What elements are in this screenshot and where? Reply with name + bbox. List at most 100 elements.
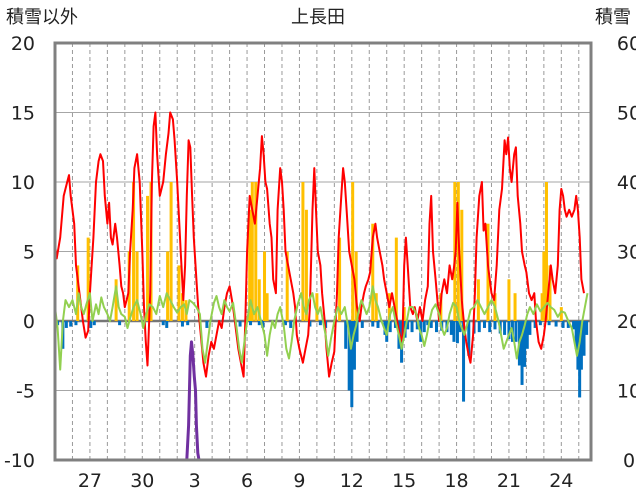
right-tick-label: 20 <box>617 311 636 333</box>
x-tick-label: 15 <box>392 470 416 492</box>
orange-bar <box>180 293 184 321</box>
left-tick-label: 20 <box>11 33 35 55</box>
chart-title: 上長田 <box>291 7 345 28</box>
blue-bar <box>488 321 492 333</box>
blue-bar <box>410 321 414 333</box>
right-tick-label: 30 <box>617 242 636 264</box>
blue-bar <box>458 321 462 333</box>
blue-bar <box>355 321 359 342</box>
blue-bar <box>566 321 570 328</box>
orange-bar <box>263 251 267 321</box>
orange-bar <box>132 182 136 321</box>
blue-bar <box>533 321 537 328</box>
blue-bar <box>528 321 532 335</box>
x-tick-label: 27 <box>78 470 102 492</box>
orange-bar <box>248 209 252 321</box>
blue-bar <box>350 321 354 408</box>
orange-bar <box>507 279 511 321</box>
right-tick-label: 50 <box>617 103 636 125</box>
blue-bar <box>554 321 558 327</box>
orange-bar <box>169 182 173 321</box>
purple-line <box>55 340 590 462</box>
blue-bar <box>371 321 375 327</box>
blue-bar <box>289 321 293 328</box>
line-series <box>54 111 590 462</box>
right-tick-label: 0 <box>623 450 635 472</box>
right-axis-label: 積雪 <box>595 7 631 28</box>
blue-bar <box>579 321 583 370</box>
orange-bar <box>285 251 289 321</box>
orange-bar <box>394 237 398 321</box>
left-tick-label: -10 <box>4 450 35 472</box>
blue-bar <box>574 321 578 349</box>
blue-bar <box>477 321 481 333</box>
right-tick-label: 60 <box>617 33 636 55</box>
blue-bar <box>165 321 169 328</box>
blue-bar <box>538 321 542 326</box>
blue-bar <box>161 321 165 326</box>
left-tick-label: 15 <box>11 103 35 125</box>
blue-bar <box>360 321 364 328</box>
orange-bar <box>114 279 118 321</box>
x-tick-label: 6 <box>241 470 253 492</box>
blue-bar <box>520 321 524 385</box>
x-tick-label: 24 <box>549 470 573 492</box>
orange-bar <box>544 182 548 321</box>
blue-bar <box>582 321 586 356</box>
left-tick-label: -5 <box>16 381 35 403</box>
blue-bar <box>523 321 527 367</box>
blue-bar <box>449 321 453 335</box>
blue-bar <box>388 321 392 333</box>
orange-bar <box>301 182 305 321</box>
orange-bar <box>559 307 563 321</box>
left-tick-label: 0 <box>23 311 35 333</box>
blue-bar <box>308 321 312 327</box>
blue-bar <box>180 321 184 327</box>
blue-bar <box>347 321 351 391</box>
orange-bar <box>86 237 90 321</box>
blue-bar <box>318 321 322 326</box>
blue-bar <box>69 321 73 327</box>
blue-bar <box>493 321 497 330</box>
blue-bar <box>376 321 380 328</box>
blue-bar <box>585 321 589 335</box>
blue-bar <box>283 321 287 326</box>
orange-bar <box>354 251 358 321</box>
orange-bar <box>177 265 181 321</box>
blue-bar <box>482 321 486 328</box>
blue-bar <box>514 321 518 342</box>
blue-bar <box>415 321 419 330</box>
orange-bar <box>146 195 150 321</box>
blue-bar <box>452 321 456 342</box>
right-tick-label: 40 <box>617 172 636 194</box>
blue-bar <box>525 321 529 349</box>
blue-bar <box>455 321 459 344</box>
orange-bar <box>548 265 552 321</box>
orange-bar <box>250 182 254 321</box>
orange-bar <box>540 293 544 321</box>
blue-bar <box>434 321 438 333</box>
blue-bar <box>422 321 426 333</box>
orange-bar <box>338 237 342 321</box>
blue-bar <box>578 321 582 398</box>
blue-bar <box>238 321 242 327</box>
blue-bar <box>426 321 430 326</box>
green-line <box>54 285 589 371</box>
orange-bar <box>513 293 517 321</box>
blue-bar <box>576 321 580 370</box>
blue-bar <box>92 321 96 326</box>
blue-bar <box>467 321 471 356</box>
orange-bar <box>135 251 139 321</box>
blue-bar <box>507 321 511 340</box>
left-axis-label: 積雪以外 <box>6 7 78 28</box>
plot-border <box>53 41 593 462</box>
blue-bar <box>74 321 78 326</box>
blue-bar <box>561 321 565 328</box>
blue-bar <box>503 321 507 335</box>
blue-bar <box>344 321 348 349</box>
orange-bar <box>315 293 319 321</box>
blue-bar <box>64 321 68 328</box>
x-tick-label: 30 <box>130 470 154 492</box>
